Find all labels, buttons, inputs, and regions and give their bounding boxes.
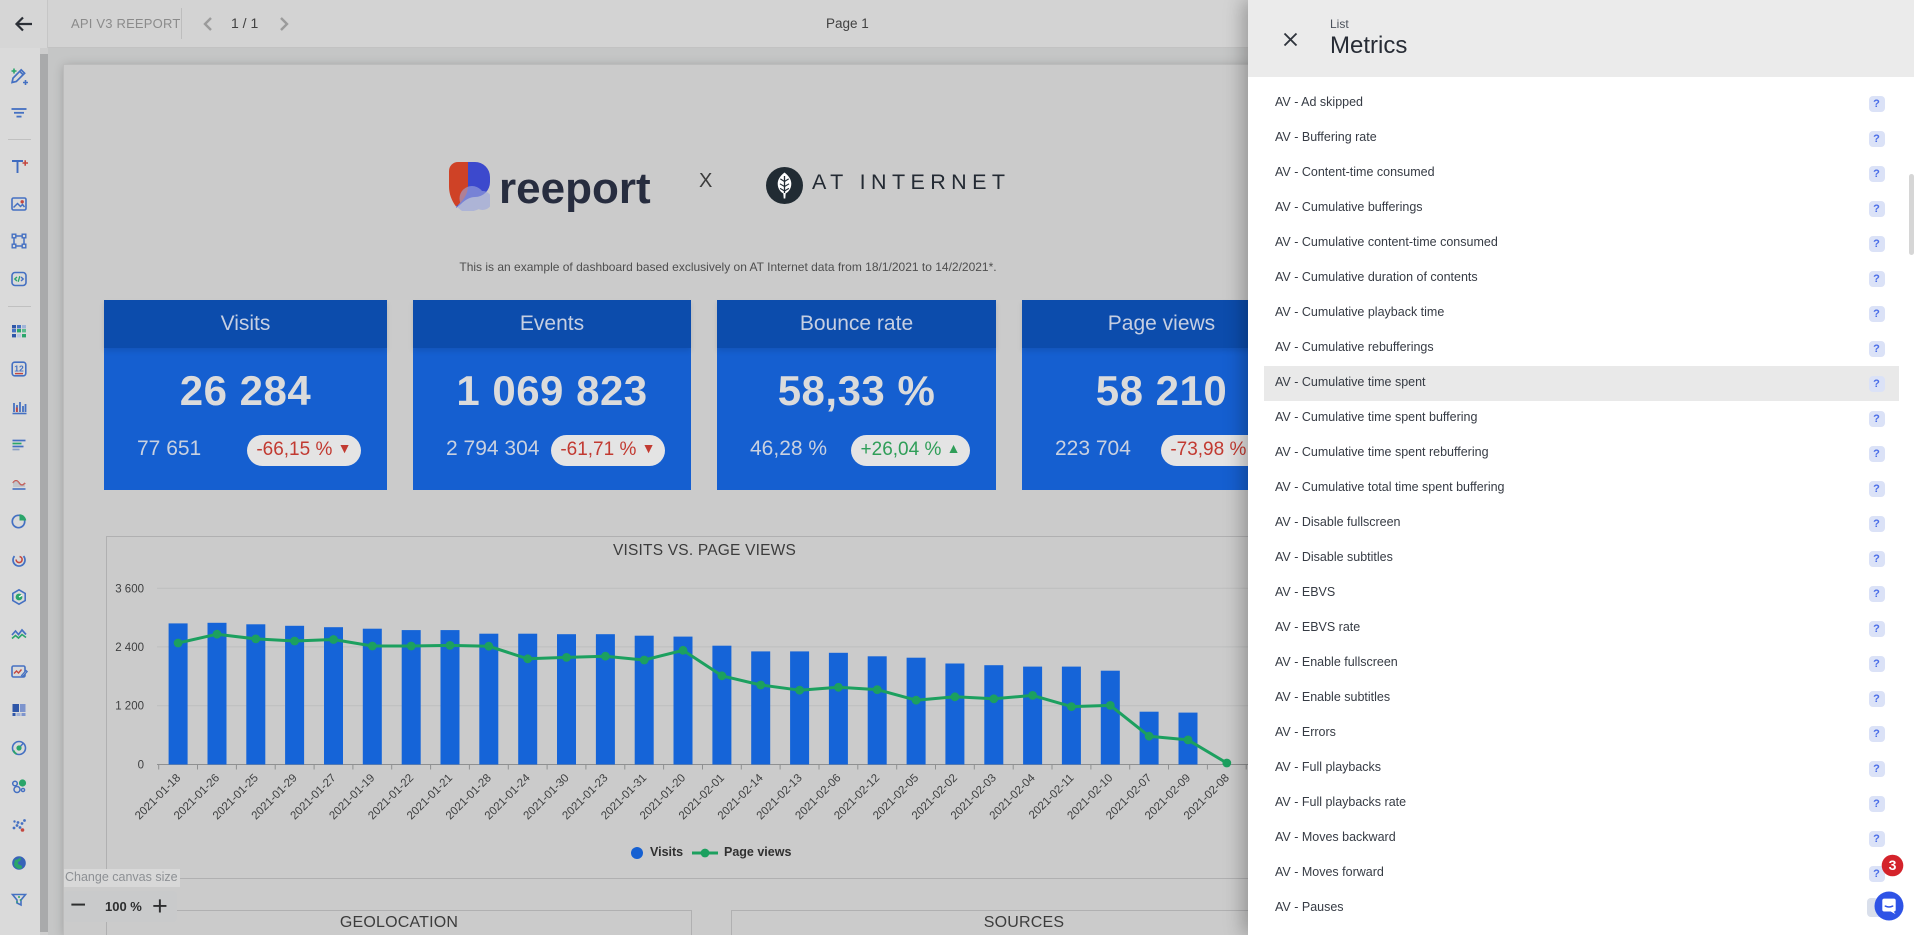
svg-text:12: 12 — [14, 364, 24, 374]
svg-text:2 400: 2 400 — [115, 642, 144, 654]
svg-text:3: 3 — [1889, 857, 1897, 873]
svg-text:1 200: 1 200 — [115, 701, 144, 713]
svg-text:3 600: 3 600 — [115, 583, 144, 595]
svg-text:0: 0 — [138, 760, 144, 772]
